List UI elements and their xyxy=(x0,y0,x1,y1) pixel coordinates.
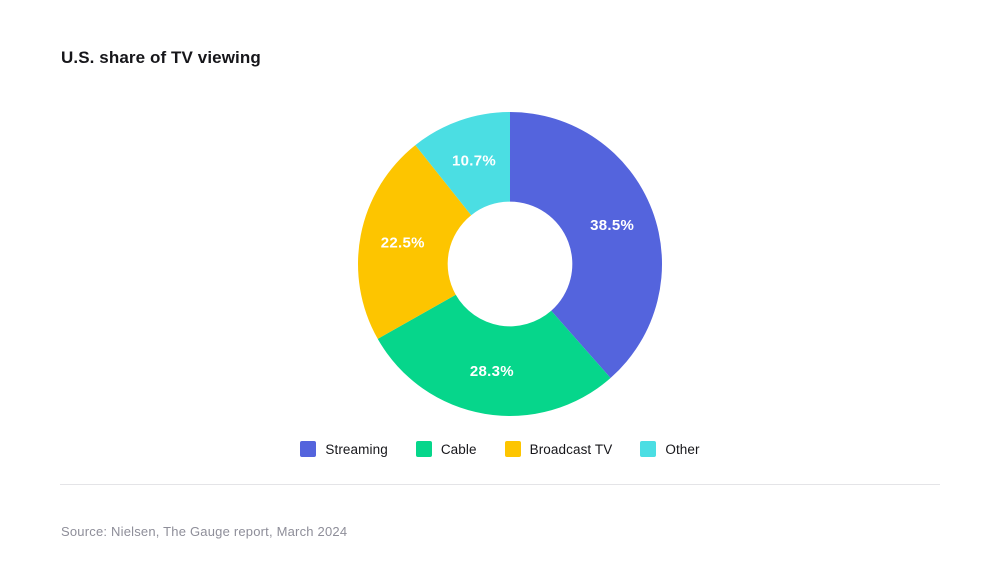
slice-broadcast-tv xyxy=(358,145,472,339)
legend-label-other: Other xyxy=(665,441,700,457)
legend-swatch-streaming-icon xyxy=(300,441,317,457)
legend-label-streaming: Streaming xyxy=(325,441,388,457)
legend-label-broadcast-tv: Broadcast TV xyxy=(529,441,613,457)
source-attribution: Source: Nielsen, The Gauge report, March… xyxy=(61,524,348,539)
legend-item-streaming: Streaming xyxy=(300,441,388,457)
slice-label-broadcast-tv: 22.5% xyxy=(381,235,425,252)
slice-label-other: 10.7% xyxy=(452,152,496,169)
legend-swatch-broadcast-tv-icon xyxy=(504,441,521,457)
slice-other xyxy=(415,112,510,216)
chart-title: U.S. share of TV viewing xyxy=(61,48,261,67)
slice-streaming xyxy=(510,112,663,379)
legend-item-other: Other xyxy=(640,441,700,457)
legend-swatch-other-icon xyxy=(640,441,657,457)
legend-item-broadcast-tv: Broadcast TV xyxy=(504,441,613,457)
donut-chart: 38.5% 28.3% 22.5% 10.7% xyxy=(358,112,663,417)
legend-swatch-cable-icon xyxy=(415,441,432,457)
donut-chart-container: 38.5% 28.3% 22.5% 10.7% xyxy=(350,104,670,424)
divider-line xyxy=(60,484,940,485)
slice-cable xyxy=(377,294,611,417)
slice-label-streaming: 38.5% xyxy=(590,217,634,234)
slice-label-cable: 28.3% xyxy=(470,363,514,380)
chart-legend: Streaming Cable Broadcast TV Other xyxy=(0,440,1000,458)
legend-item-cable: Cable xyxy=(415,441,477,457)
legend-label-cable: Cable xyxy=(440,441,477,457)
